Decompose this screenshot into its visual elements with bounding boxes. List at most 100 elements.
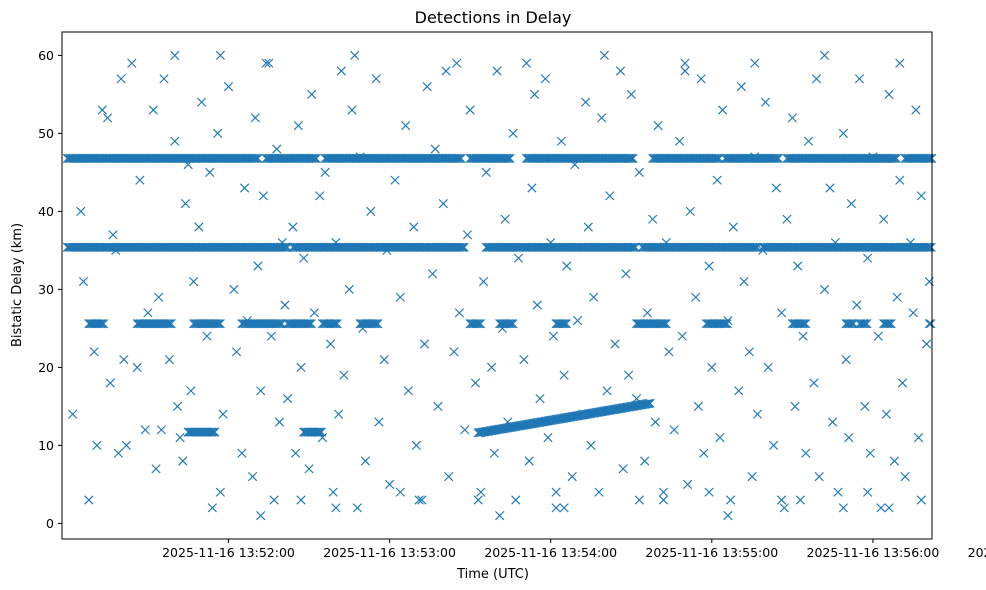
band-point — [308, 153, 318, 164]
band-point — [306, 319, 316, 329]
scatter-point — [838, 503, 849, 513]
band-point — [713, 153, 723, 164]
scatter-point — [551, 503, 561, 513]
scatter-point — [728, 222, 738, 232]
scatter-point — [395, 292, 405, 302]
scatter-point — [304, 464, 314, 474]
band-point — [772, 153, 782, 164]
band-point — [506, 319, 517, 329]
band-point — [844, 319, 854, 329]
scatter-point — [339, 370, 349, 380]
scatter-point — [782, 214, 792, 224]
band-point — [560, 319, 570, 329]
band-point — [749, 242, 759, 252]
scatter-point — [336, 66, 346, 76]
band-point — [926, 319, 936, 329]
scatter-point — [921, 339, 932, 349]
scatter-point — [113, 448, 124, 458]
band-point — [748, 242, 758, 252]
scatter-point — [143, 308, 153, 318]
scatter-point — [795, 495, 806, 505]
scatter-point — [768, 440, 779, 451]
band-point — [208, 427, 218, 437]
scatter-point — [704, 487, 714, 497]
band-point — [475, 319, 486, 329]
scatter-point — [653, 120, 663, 131]
scatter-point — [631, 393, 642, 404]
scatter-point — [256, 510, 266, 521]
scatter-point — [846, 198, 857, 209]
scatter-point — [551, 487, 561, 497]
x-tick-label: 2025-11-16 13:57:00 — [968, 545, 986, 560]
band-point — [751, 242, 761, 252]
scatter-point — [202, 331, 212, 341]
scatter-point — [414, 495, 424, 505]
band-point — [316, 427, 327, 437]
band-point — [166, 319, 176, 329]
scatter-point — [862, 253, 873, 263]
scatter-point — [97, 105, 107, 115]
scatter-point — [809, 378, 819, 388]
band-point — [368, 319, 378, 329]
band-point — [718, 319, 728, 329]
band-point — [505, 153, 515, 164]
band-point — [162, 319, 172, 329]
scatter-point — [264, 58, 274, 68]
scatter-point — [253, 261, 263, 271]
y-axis: 0 10 20 30 40 50 60 — [38, 48, 62, 531]
scatter-point — [478, 276, 489, 287]
scatter-point — [521, 58, 532, 68]
band-point — [626, 153, 637, 164]
scatter-point — [771, 183, 781, 193]
scatter-point — [366, 206, 376, 217]
x-axis-label: Time (UTC) — [456, 567, 529, 582]
scatter-point — [881, 409, 892, 419]
band-point — [886, 319, 896, 329]
band-point — [922, 242, 932, 252]
scatter-point — [159, 74, 169, 84]
scatter-point — [290, 448, 301, 458]
scatter-point — [89, 347, 99, 357]
scatter-point — [360, 456, 371, 466]
track-point — [645, 398, 655, 408]
scatter-point — [519, 354, 529, 365]
band-point — [887, 153, 897, 164]
scatter-point — [111, 245, 121, 256]
scatter-point — [269, 495, 279, 505]
scatter-point — [717, 105, 728, 115]
band-point — [883, 319, 893, 329]
scatter-point — [119, 354, 129, 365]
band-point — [215, 319, 225, 329]
band-point — [370, 319, 380, 329]
scatter-point — [441, 66, 451, 76]
scatter-point — [379, 354, 389, 365]
scatter-point — [750, 58, 760, 68]
track-point — [642, 399, 653, 409]
scatter-point — [677, 331, 687, 341]
scatter-point — [543, 432, 553, 443]
scatter-point — [626, 89, 636, 100]
scatter-point — [911, 105, 921, 115]
scatter-point — [801, 448, 811, 458]
band-point — [660, 319, 670, 329]
scatter-point — [803, 136, 814, 146]
scatter-point — [333, 409, 344, 419]
scatter-point — [492, 66, 502, 76]
band-point — [500, 153, 511, 164]
band-point — [561, 319, 572, 329]
scatter-point — [674, 136, 685, 146]
band-point — [657, 319, 667, 329]
band-point — [310, 153, 320, 164]
band-point — [925, 153, 935, 164]
scatter-point — [108, 230, 118, 240]
scatter-point — [473, 495, 483, 505]
scatter-point — [548, 331, 559, 341]
band-point — [98, 319, 109, 329]
band-point — [456, 153, 466, 164]
scatter-point — [610, 339, 620, 349]
scatter-point — [825, 183, 835, 193]
scatter-point — [819, 50, 830, 61]
scatter-point — [132, 362, 142, 373]
scatter-point — [352, 503, 363, 513]
scatter-point — [790, 401, 800, 412]
